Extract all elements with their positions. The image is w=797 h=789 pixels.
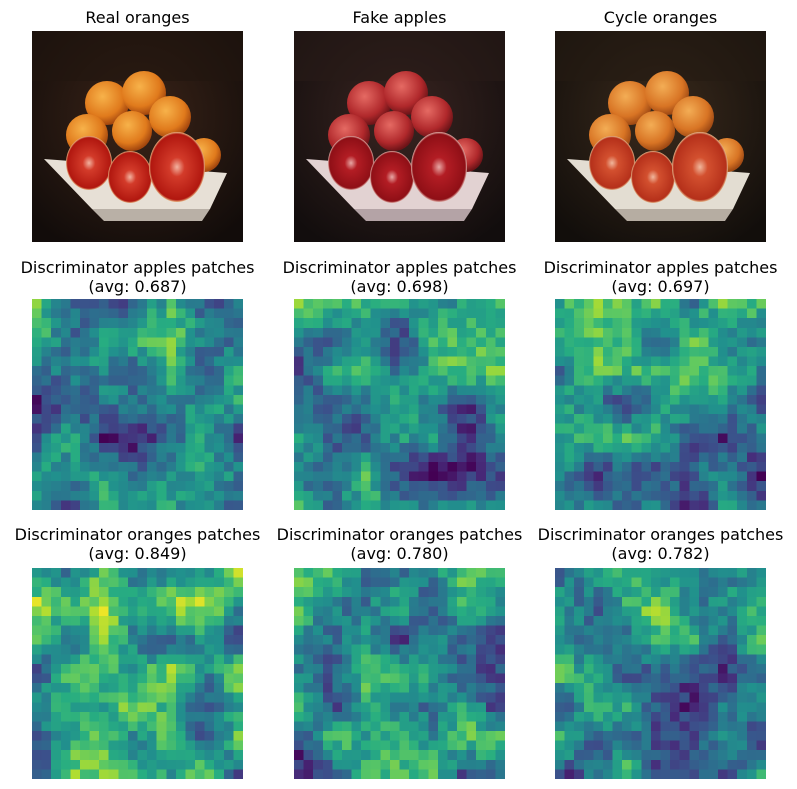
panel-title: Discriminator oranges patches (avg: 0.84…	[0, 525, 283, 563]
panel-title: Real oranges	[85, 8, 190, 27]
panel-title: Discriminator apples patches (avg: 0.697…	[515, 258, 797, 296]
apples-photo-image	[294, 31, 505, 242]
heatmap-apples-3	[555, 299, 766, 510]
panel-title-main: Discriminator oranges patches	[537, 525, 784, 544]
heatmap-canvas	[555, 568, 766, 779]
photo-cycle-oranges	[555, 31, 766, 242]
panel-title: Discriminator oranges patches (avg: 0.78…	[254, 525, 545, 563]
heatmap-oranges-3	[555, 568, 766, 779]
heatmap-apples-2	[294, 299, 505, 510]
panel-title-main: Discriminator apples patches	[20, 258, 255, 277]
panel-title-avg: (avg: 0.849)	[88, 544, 187, 563]
heatmap-canvas	[32, 568, 243, 779]
panel-title: Cycle oranges	[603, 8, 718, 27]
panel-title-avg: (avg: 0.697)	[611, 277, 710, 296]
heatmap-apples-1	[32, 299, 243, 510]
heatmap-oranges-1	[32, 568, 243, 779]
heatmap-canvas	[555, 299, 766, 510]
panel-title-main: Discriminator oranges patches	[14, 525, 261, 544]
heatmap-oranges-2	[294, 568, 505, 779]
photo-real-oranges	[32, 31, 243, 242]
panel-title-main: Discriminator apples patches	[282, 258, 517, 277]
cycle-oranges-photo-image	[555, 31, 766, 242]
heatmap-canvas	[294, 568, 505, 779]
panel-title: Fake apples	[352, 8, 447, 27]
photo-fake-apples	[294, 31, 505, 242]
heatmap-canvas	[32, 299, 243, 510]
panel-title-main: Discriminator apples patches	[543, 258, 778, 277]
panel-title-avg: (avg: 0.698)	[350, 277, 449, 296]
panel-title-avg: (avg: 0.780)	[350, 544, 449, 563]
panel-title-main: Discriminator oranges patches	[276, 525, 523, 544]
panel-title: Discriminator oranges patches (avg: 0.78…	[515, 525, 797, 563]
panel-title-avg: (avg: 0.687)	[88, 277, 187, 296]
heatmap-canvas	[294, 299, 505, 510]
oranges-photo-image	[32, 31, 243, 242]
panel-title: Discriminator apples patches (avg: 0.687…	[0, 258, 283, 296]
panel-title-avg: (avg: 0.782)	[611, 544, 710, 563]
panel-title: Discriminator apples patches (avg: 0.698…	[254, 258, 545, 296]
